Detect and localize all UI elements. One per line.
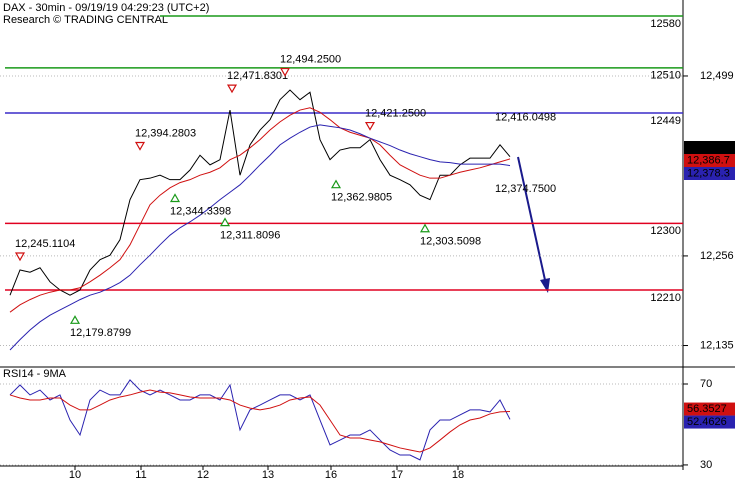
annotation-label: 12,245.1104 <box>15 238 75 250</box>
price-tag-label: 12,378.3 <box>687 167 730 179</box>
price-tag <box>684 140 735 154</box>
x-tick-label: 18 <box>452 469 464 480</box>
series-line <box>9 124 511 351</box>
price-tag <box>684 402 735 416</box>
annotation-label: 12,416.0498 <box>495 111 556 123</box>
y-tick-label: 12,135 <box>700 339 734 351</box>
annotation-label: 12,179.8799 <box>70 327 131 339</box>
annotation-label: 12,374.7500 <box>495 183 556 195</box>
level-label: 12580 <box>650 18 681 30</box>
series-line <box>9 389 511 453</box>
price-tag <box>684 415 735 429</box>
low-marker <box>330 179 342 189</box>
y-tick-label: 12,256 <box>700 250 734 262</box>
x-tick-label: 16 <box>325 469 337 480</box>
low-marker <box>419 223 431 233</box>
y-tick-label: 30 <box>700 459 712 471</box>
annotation-label: 12,394.2803 <box>135 127 196 139</box>
level-label: 12300 <box>650 225 681 237</box>
annotation-label: 12,494.2500 <box>280 53 341 65</box>
x-tick-label: 11 <box>135 469 146 480</box>
x-tick-label: 12 <box>197 469 209 480</box>
price-tag <box>684 166 735 180</box>
annotation-label: 12,303.5098 <box>420 236 481 248</box>
high-marker <box>14 252 26 262</box>
rsi-title: RSI14 - 9MA <box>3 368 67 380</box>
annotation-label: 12,362.9805 <box>331 192 392 204</box>
series-line <box>9 379 511 461</box>
series-line <box>9 89 511 296</box>
annotation-label: 12,344.3398 <box>170 205 231 217</box>
high-marker <box>134 141 146 151</box>
x-tick-label: 17 <box>391 469 403 480</box>
low-marker <box>219 217 231 227</box>
high-marker <box>364 121 376 131</box>
price-tag-label: 56.3527 <box>687 403 727 415</box>
price-tag-label: 52.4626 <box>687 416 727 428</box>
level-label: 12449 <box>650 115 681 127</box>
series-line <box>9 107 511 313</box>
chart-subtitle: Research © TRADING CENTRAL <box>3 14 168 26</box>
level-label: 12210 <box>650 292 681 304</box>
high-marker <box>226 84 238 94</box>
price-tag-label: 12,386.7 <box>687 154 730 166</box>
low-marker <box>69 315 81 324</box>
price-tag-label: 12,389.6 <box>687 141 730 153</box>
chart-title: DAX - 30min - 09/19/19 04:29:23 (UTC+2) <box>3 2 209 14</box>
annotation-label: 12,471.8301 <box>227 70 288 82</box>
x-tick-label: 13 <box>262 469 274 480</box>
level-label: 12510 <box>650 70 681 82</box>
x-tick-label: 10 <box>69 469 81 480</box>
projection-arrow <box>517 156 546 281</box>
high-marker <box>279 67 291 77</box>
y-tick-label: 70 <box>700 378 712 390</box>
price-tag <box>684 153 735 167</box>
low-marker <box>169 193 181 203</box>
y-tick-label: 12,499 <box>700 70 734 82</box>
annotation-label: 12,421.2500 <box>365 107 426 119</box>
annotation-label: 12,311.8096 <box>220 230 280 242</box>
